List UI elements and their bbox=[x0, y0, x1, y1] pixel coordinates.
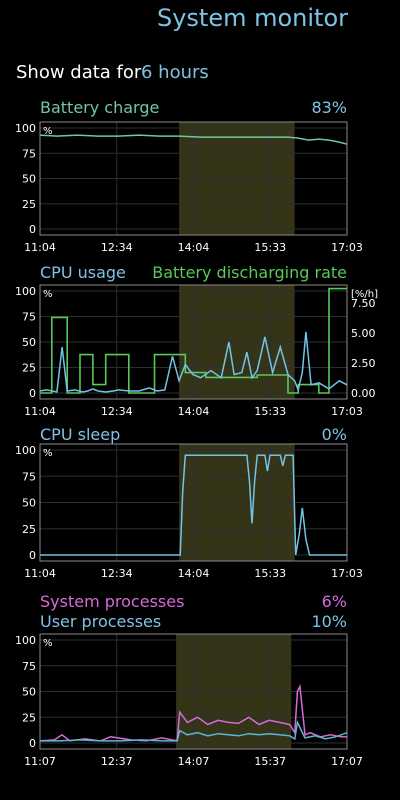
cpu-x-tick-label: 15:33 bbox=[254, 405, 286, 418]
processes-y-tick-label: 25 bbox=[22, 711, 36, 724]
sleep-y-tick-label: 75 bbox=[22, 470, 36, 483]
cpu-x-tick-label: 17:03 bbox=[331, 405, 363, 418]
cpu-right-tick-label: 7.50 bbox=[351, 297, 376, 310]
cpu-x-tick-label: 12:34 bbox=[101, 405, 133, 418]
sleep-chart-title: CPU sleep bbox=[40, 425, 121, 444]
battery-series-line-0 bbox=[39, 134, 348, 145]
battery-y-tick-label: 75 bbox=[22, 147, 36, 160]
battery-plot-frame bbox=[39, 121, 348, 236]
battery-y-tick-label: 100 bbox=[15, 122, 36, 135]
system-processes-value: 6% bbox=[321, 592, 347, 611]
sleep-x-tick-label: 14:04 bbox=[178, 567, 210, 580]
cpu-plot-frame bbox=[39, 284, 348, 400]
processes-x-tick-label: 14:07 bbox=[178, 755, 210, 768]
battery-unit-label: % bbox=[43, 126, 53, 137]
battery-chart-value: 83% bbox=[311, 98, 347, 117]
cpu-right-unit-label: [%/h] bbox=[351, 289, 378, 300]
cpu-right-tick-label: 0.00 bbox=[351, 387, 376, 400]
processes-y-tick-label: 100 bbox=[15, 634, 36, 647]
cpu-y-tick-label: 0 bbox=[29, 387, 36, 400]
app-title: System monitor bbox=[156, 4, 348, 32]
battery-x-tick-label: 11:04 bbox=[24, 241, 56, 254]
cpu-right-tick-label: 2.50 bbox=[351, 357, 376, 370]
processes-x-tick-label: 12:37 bbox=[101, 755, 133, 768]
cpu-y-tick-label: 25 bbox=[22, 362, 36, 375]
user-processes-title: User processes bbox=[40, 612, 162, 631]
sleep-x-tick-label: 12:34 bbox=[101, 567, 133, 580]
processes-series-line-1 bbox=[40, 719, 348, 742]
battery-x-tick-label: 12:34 bbox=[101, 241, 133, 254]
discharge-rate-series-line bbox=[40, 287, 347, 394]
cpu-chart-title: CPU usage bbox=[40, 263, 126, 282]
sleep-y-tick-label: 0 bbox=[29, 549, 36, 562]
sleep-y-tick-label: 50 bbox=[22, 497, 36, 510]
sleep-unit-label: % bbox=[43, 448, 53, 459]
sleep-x-tick-label: 11:04 bbox=[24, 567, 56, 580]
sleep-y-tick-label: 100 bbox=[15, 444, 36, 457]
cpu-y-tick-label: 75 bbox=[22, 311, 36, 324]
cpu-y-tick-label: 50 bbox=[22, 336, 36, 349]
processes-x-tick-label: 11:07 bbox=[24, 755, 56, 768]
cpu-x-tick-label: 14:04 bbox=[178, 405, 210, 418]
sleep-y-tick-label: 25 bbox=[22, 523, 36, 536]
battery-y-tick-label: 50 bbox=[22, 173, 36, 186]
battery-x-tick-label: 15:33 bbox=[254, 241, 286, 254]
cpu-unit-label: % bbox=[43, 289, 53, 300]
cpu-series-line-0 bbox=[39, 331, 348, 393]
system-processes-title: System processes bbox=[40, 592, 185, 611]
battery-x-tick-label: 14:04 bbox=[178, 241, 210, 254]
processes-plot-frame bbox=[39, 633, 348, 750]
processes-x-tick-label: 15:37 bbox=[254, 755, 286, 768]
processes-y-tick-label: 50 bbox=[22, 686, 36, 699]
battery-y-tick-label: 0 bbox=[29, 223, 36, 236]
user-processes-value: 10% bbox=[311, 612, 347, 631]
battery-chart-title: Battery charge bbox=[40, 98, 160, 117]
cpu-right-tick-label: 5.00 bbox=[351, 327, 376, 340]
sleep-x-tick-label: 17:03 bbox=[331, 567, 363, 580]
sleep-x-tick-label: 15:33 bbox=[254, 567, 286, 580]
processes-x-tick-label: 17:07 bbox=[331, 755, 363, 768]
processes-y-tick-label: 0 bbox=[29, 737, 36, 750]
battery-y-tick-label: 25 bbox=[22, 198, 36, 211]
sleep-chart-value: 0% bbox=[321, 425, 347, 444]
sleep-series-line-0 bbox=[40, 454, 347, 556]
range-selector[interactable]: 6 hours bbox=[141, 62, 209, 83]
range-label: Show data for bbox=[16, 62, 142, 83]
cpu-y-tick-label: 100 bbox=[15, 285, 36, 298]
sleep-plot-frame bbox=[39, 443, 348, 562]
battery-x-tick-label: 17:03 bbox=[331, 241, 363, 254]
processes-y-tick-label: 75 bbox=[22, 660, 36, 673]
processes-unit-label: % bbox=[43, 638, 53, 649]
cpu-x-tick-label: 11:04 bbox=[24, 405, 56, 418]
discharge-chart-title: Battery discharging rate bbox=[152, 263, 347, 282]
